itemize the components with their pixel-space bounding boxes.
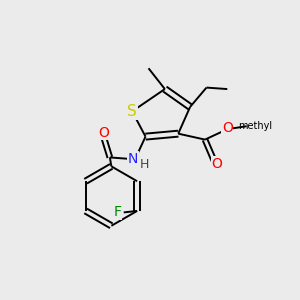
Text: H: H	[140, 158, 149, 171]
Text: methyl: methyl	[238, 121, 272, 131]
Text: O: O	[98, 126, 109, 140]
Text: O: O	[212, 157, 222, 171]
Text: O: O	[222, 121, 233, 135]
Text: F: F	[113, 206, 121, 219]
Text: S: S	[127, 104, 137, 119]
Text: N: N	[128, 152, 138, 166]
